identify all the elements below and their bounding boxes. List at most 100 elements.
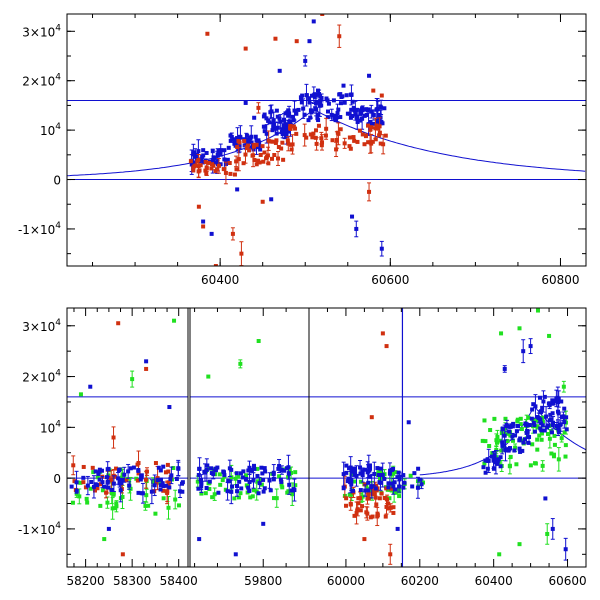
data-point-s1	[383, 133, 388, 138]
data-point-s1	[320, 14, 325, 16]
data-point-s0	[264, 131, 269, 136]
data-point-s1	[273, 36, 278, 41]
data-point-s0	[494, 447, 499, 452]
data-point-s0	[354, 107, 359, 112]
data-point-s0	[212, 492, 217, 497]
data-point-s1	[245, 143, 250, 148]
data-point-s0	[176, 503, 181, 508]
data-point-s1	[334, 137, 339, 142]
data-point-s2	[100, 480, 105, 485]
data-point-s0	[242, 143, 247, 148]
y-tick-label: 2×104	[22, 73, 61, 89]
data-point-s0	[535, 308, 540, 313]
data-point-s0	[539, 437, 544, 442]
data-point-s2	[276, 466, 281, 471]
data-point-s0	[311, 19, 316, 24]
data-point-s1	[236, 157, 241, 162]
data-point-s1	[165, 462, 170, 467]
data-point-s0	[311, 93, 316, 98]
data-point-s0	[518, 416, 523, 421]
data-point-s2	[503, 447, 508, 452]
data-point-s1	[198, 163, 203, 168]
x-tick-label: 60400	[201, 273, 239, 287]
data-point-s0	[262, 129, 267, 134]
data-point-s2	[229, 489, 234, 494]
data-point-s1	[386, 506, 391, 511]
data-point-s2	[120, 477, 125, 482]
data-point-s2	[291, 487, 296, 492]
data-point-s1	[266, 161, 271, 166]
data-point-s1	[347, 144, 352, 149]
data-point-s0	[355, 114, 360, 119]
data-point-s1	[247, 148, 252, 153]
data-point-s1	[372, 492, 377, 497]
data-point-s1	[227, 161, 232, 166]
data-point-s2	[402, 480, 407, 485]
data-point-s0	[307, 96, 312, 101]
data-point-s1	[71, 463, 76, 468]
data-point-s1	[188, 159, 193, 164]
data-point-s2	[196, 472, 201, 477]
data-point-s1	[95, 486, 100, 491]
data-point-s1	[216, 163, 221, 168]
data-point-s0	[207, 487, 212, 492]
data-point-s0	[286, 113, 291, 118]
data-point-s1	[269, 156, 274, 161]
data-point-s0	[280, 127, 285, 132]
data-point-s2	[263, 469, 268, 474]
data-point-s0	[324, 96, 329, 101]
data-point-s2	[240, 475, 245, 480]
data-point-s2	[554, 424, 559, 429]
data-point-s0	[354, 226, 359, 231]
data-point-s2	[257, 481, 262, 486]
data-point-s2	[532, 429, 537, 434]
data-point-s1	[371, 88, 376, 93]
data-point-s0	[310, 109, 315, 114]
data-point-s1	[362, 537, 367, 542]
data-point-s2	[155, 478, 160, 483]
data-point-s0	[114, 501, 119, 506]
data-point-s0	[84, 496, 89, 501]
data-point-s0	[350, 113, 355, 118]
data-point-s0	[236, 474, 241, 479]
data-point-s0	[220, 478, 225, 483]
data-point-s1	[289, 147, 294, 152]
data-point-s0	[537, 433, 542, 438]
data-point-s2	[541, 399, 546, 404]
data-point-s1	[314, 141, 319, 146]
data-point-s1	[337, 34, 342, 39]
data-point-s0	[85, 500, 90, 505]
data-point-s2	[174, 477, 179, 482]
data-point-s0	[78, 480, 83, 485]
data-point-s0	[105, 500, 110, 505]
data-point-s2	[204, 486, 209, 491]
data-point-s2	[346, 476, 351, 481]
data-point-s0	[248, 136, 253, 141]
data-point-s0	[499, 331, 504, 336]
data-point-s2	[542, 428, 547, 433]
data-point-s0	[301, 106, 306, 111]
data-point-s2	[492, 453, 497, 458]
data-point-s0	[244, 483, 249, 488]
data-point-s0	[274, 108, 279, 113]
data-point-s2	[529, 416, 534, 421]
data-point-s0	[545, 531, 550, 536]
data-point-s1	[228, 171, 233, 176]
top-plot-frame	[66, 13, 587, 267]
data-point-s2	[116, 476, 121, 481]
data-point-s0	[338, 115, 343, 120]
data-point-s0	[482, 461, 487, 466]
data-point-s0	[199, 157, 204, 162]
data-point-s0	[209, 231, 214, 236]
data-point-s2	[535, 415, 540, 420]
data-point-s2	[415, 485, 420, 490]
data-point-s2	[74, 480, 79, 485]
data-point-s1	[383, 514, 388, 519]
data-point-s1	[304, 135, 309, 140]
data-point-s0	[255, 466, 260, 471]
data-point-s0	[561, 384, 566, 389]
data-point-s0	[293, 483, 298, 488]
data-point-s1	[311, 131, 316, 136]
